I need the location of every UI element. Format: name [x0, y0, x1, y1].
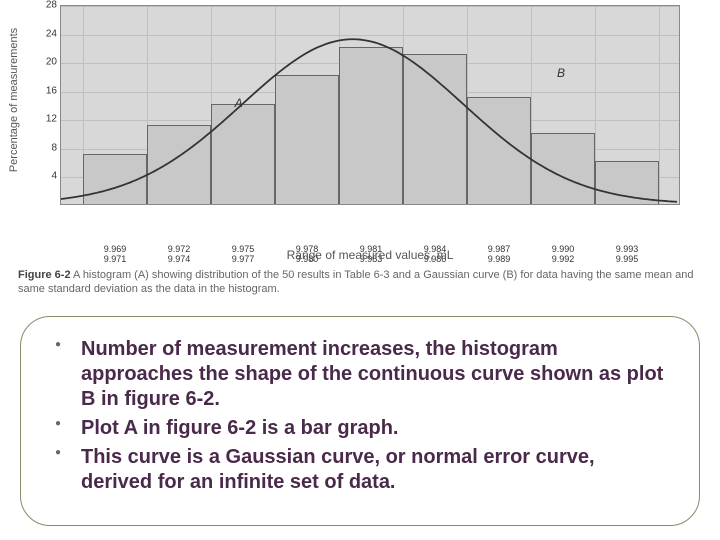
x-tick-label: 9.9729.974 — [158, 244, 200, 264]
x-tick-label: 9.9909.992 — [542, 244, 584, 264]
figure-area: Percentage of measurements 481216202428 … — [0, 0, 720, 280]
y-tick-label: 4 — [35, 171, 57, 182]
notes-list: Number of measurement increases, the his… — [81, 337, 669, 495]
y-axis-label: Percentage of measurements — [8, 28, 20, 172]
x-tick-label: 9.9759.977 — [222, 244, 264, 264]
histogram-chart: 9.9699.9719.9729.9749.9759.9779.9789.980… — [60, 5, 680, 205]
notes-box: Number of measurement increases, the his… — [20, 316, 700, 526]
figure-caption-text: A histogram (A) showing distribution of … — [18, 269, 693, 295]
y-tick-label: 20 — [35, 57, 57, 68]
x-tick-label: 9.9699.971 — [94, 244, 136, 264]
x-tick-label: 9.9939.995 — [606, 244, 648, 264]
x-axis-label: Range of measured values, mL — [287, 248, 454, 262]
y-tick-label: 16 — [35, 85, 57, 96]
series-a-label: A — [235, 96, 243, 110]
series-b-label: B — [557, 66, 565, 80]
y-tick-label: 24 — [35, 28, 57, 39]
y-tick-label: 12 — [35, 114, 57, 125]
figure-caption-label: Figure 6-2 — [18, 269, 71, 281]
y-tick-label: 8 — [35, 142, 57, 153]
y-tick-label: 28 — [35, 0, 57, 11]
figure-caption: Figure 6-2 A histogram (A) showing distr… — [18, 268, 700, 297]
list-item: Number of measurement increases, the his… — [81, 337, 669, 412]
gaussian-curve — [61, 6, 679, 204]
x-tick-label: 9.9879.989 — [478, 244, 520, 264]
list-item: Plot A in figure 6-2 is a bar graph. — [81, 416, 669, 441]
list-item: This curve is a Gaussian curve, or norma… — [81, 445, 669, 495]
